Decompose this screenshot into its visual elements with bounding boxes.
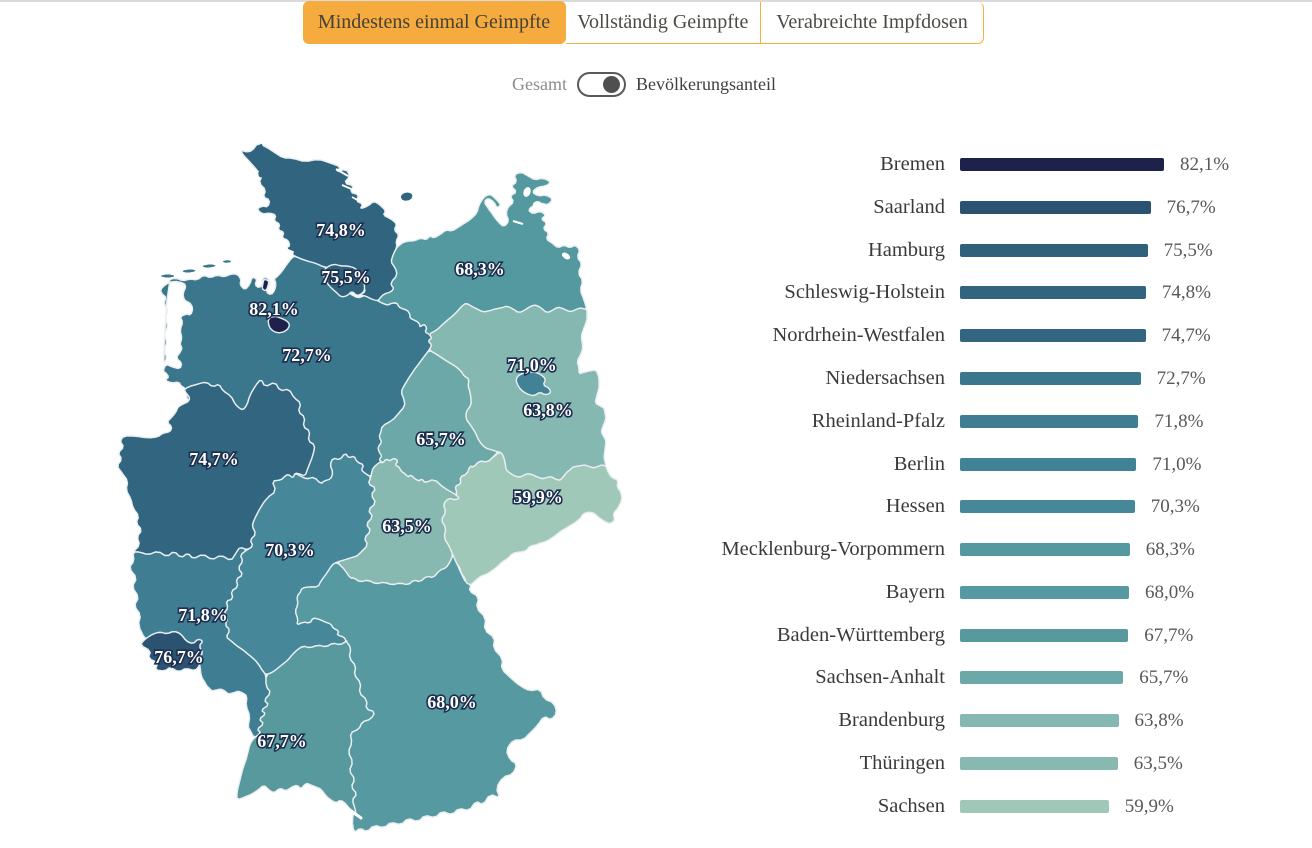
svg-text:67,7%: 67,7% [257, 731, 307, 751]
svg-text:68,0%: 68,0% [427, 692, 477, 712]
svg-text:74,8%: 74,8% [316, 220, 366, 240]
svg-text:72,7%: 72,7% [282, 345, 332, 365]
svg-text:71,8%: 71,8% [178, 605, 228, 625]
svg-text:70,3%: 70,3% [265, 540, 315, 560]
svg-text:59,9%: 59,9% [513, 487, 563, 507]
svg-text:71,0%: 71,0% [507, 355, 557, 375]
svg-text:74,7%: 74,7% [189, 449, 239, 469]
svg-text:82,1%: 82,1% [249, 299, 299, 319]
svg-text:63,8%: 63,8% [523, 400, 573, 420]
svg-text:63,5%: 63,5% [382, 516, 432, 536]
svg-text:65,7%: 65,7% [416, 429, 466, 449]
svg-text:76,7%: 76,7% [154, 647, 204, 667]
svg-text:75,5%: 75,5% [321, 267, 371, 287]
svg-text:68,3%: 68,3% [455, 259, 505, 279]
